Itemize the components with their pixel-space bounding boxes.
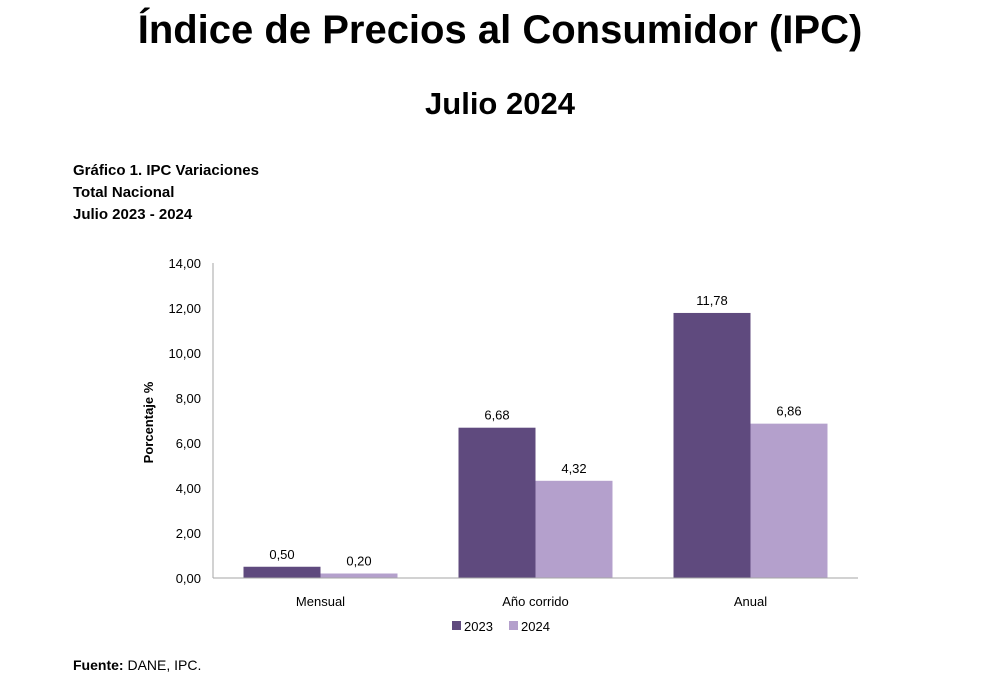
y-tick-label: 4,00 [176,481,201,496]
bar-2023 [673,312,751,578]
y-axis-title: Porcentaje % [141,381,156,463]
y-tick-label: 2,00 [176,526,201,541]
chart-caption-line-3: Julio 2023 - 2024 [73,206,193,223]
chart-caption: Gráfico 1. IPC Variaciones Total Naciona… [73,160,259,226]
page-subtitle: Julio 2024 [425,86,575,121]
bar-2024 [320,573,398,578]
legend-swatch-2024 [509,621,518,630]
y-tick-label: 12,00 [168,301,201,316]
y-tick-label: 8,00 [176,391,201,406]
y-tick-label: 14,00 [168,256,201,271]
x-tick-label: Mensual [296,594,345,609]
x-tick-label: Año corrido [502,594,568,609]
data-label-2023: 11,78 [696,293,728,308]
data-label-2023: 0,50 [269,547,294,562]
data-labels: 0,50 0,20 6,68 4,32 11,78 6,86 [269,293,801,569]
legend-label-2024: 2024 [521,619,550,634]
bar-2023 [243,566,321,578]
y-tick-label: 0,00 [176,571,201,586]
source-note: Fuente: DANE, IPC. [73,657,201,673]
data-label-2024: 0,20 [346,554,371,569]
bar-series [243,312,828,578]
bar-2023 [458,427,536,578]
legend-label-2023: 2023 [464,619,493,634]
chart-caption-line-1: Gráfico 1. IPC Variaciones [73,162,259,179]
source-label: Fuente: [73,657,124,673]
data-label-2024: 6,86 [776,404,801,419]
page-title: Índice de Precios al Consumidor (IPC) [137,8,863,52]
x-axis: Mensual Año corrido Anual [213,577,858,609]
y-tick-label: 6,00 [176,436,201,451]
data-label-2024: 4,32 [561,461,586,476]
chart-caption-line-2: Total Nacional [73,184,175,201]
legend-swatch-2023 [452,621,461,630]
x-tick-label: Anual [734,594,767,609]
y-axis: 0,00 2,00 4,00 6,00 8,00 10,00 12,00 14,00 Porce… [141,256,214,586]
source-text: DANE, IPC. [123,657,202,673]
y-tick-label: 10,00 [168,346,201,361]
legend: 2023 2024 [452,619,550,634]
bar-2024 [750,423,828,578]
bar-2024 [535,480,613,578]
data-label-2023: 6,68 [484,408,509,423]
